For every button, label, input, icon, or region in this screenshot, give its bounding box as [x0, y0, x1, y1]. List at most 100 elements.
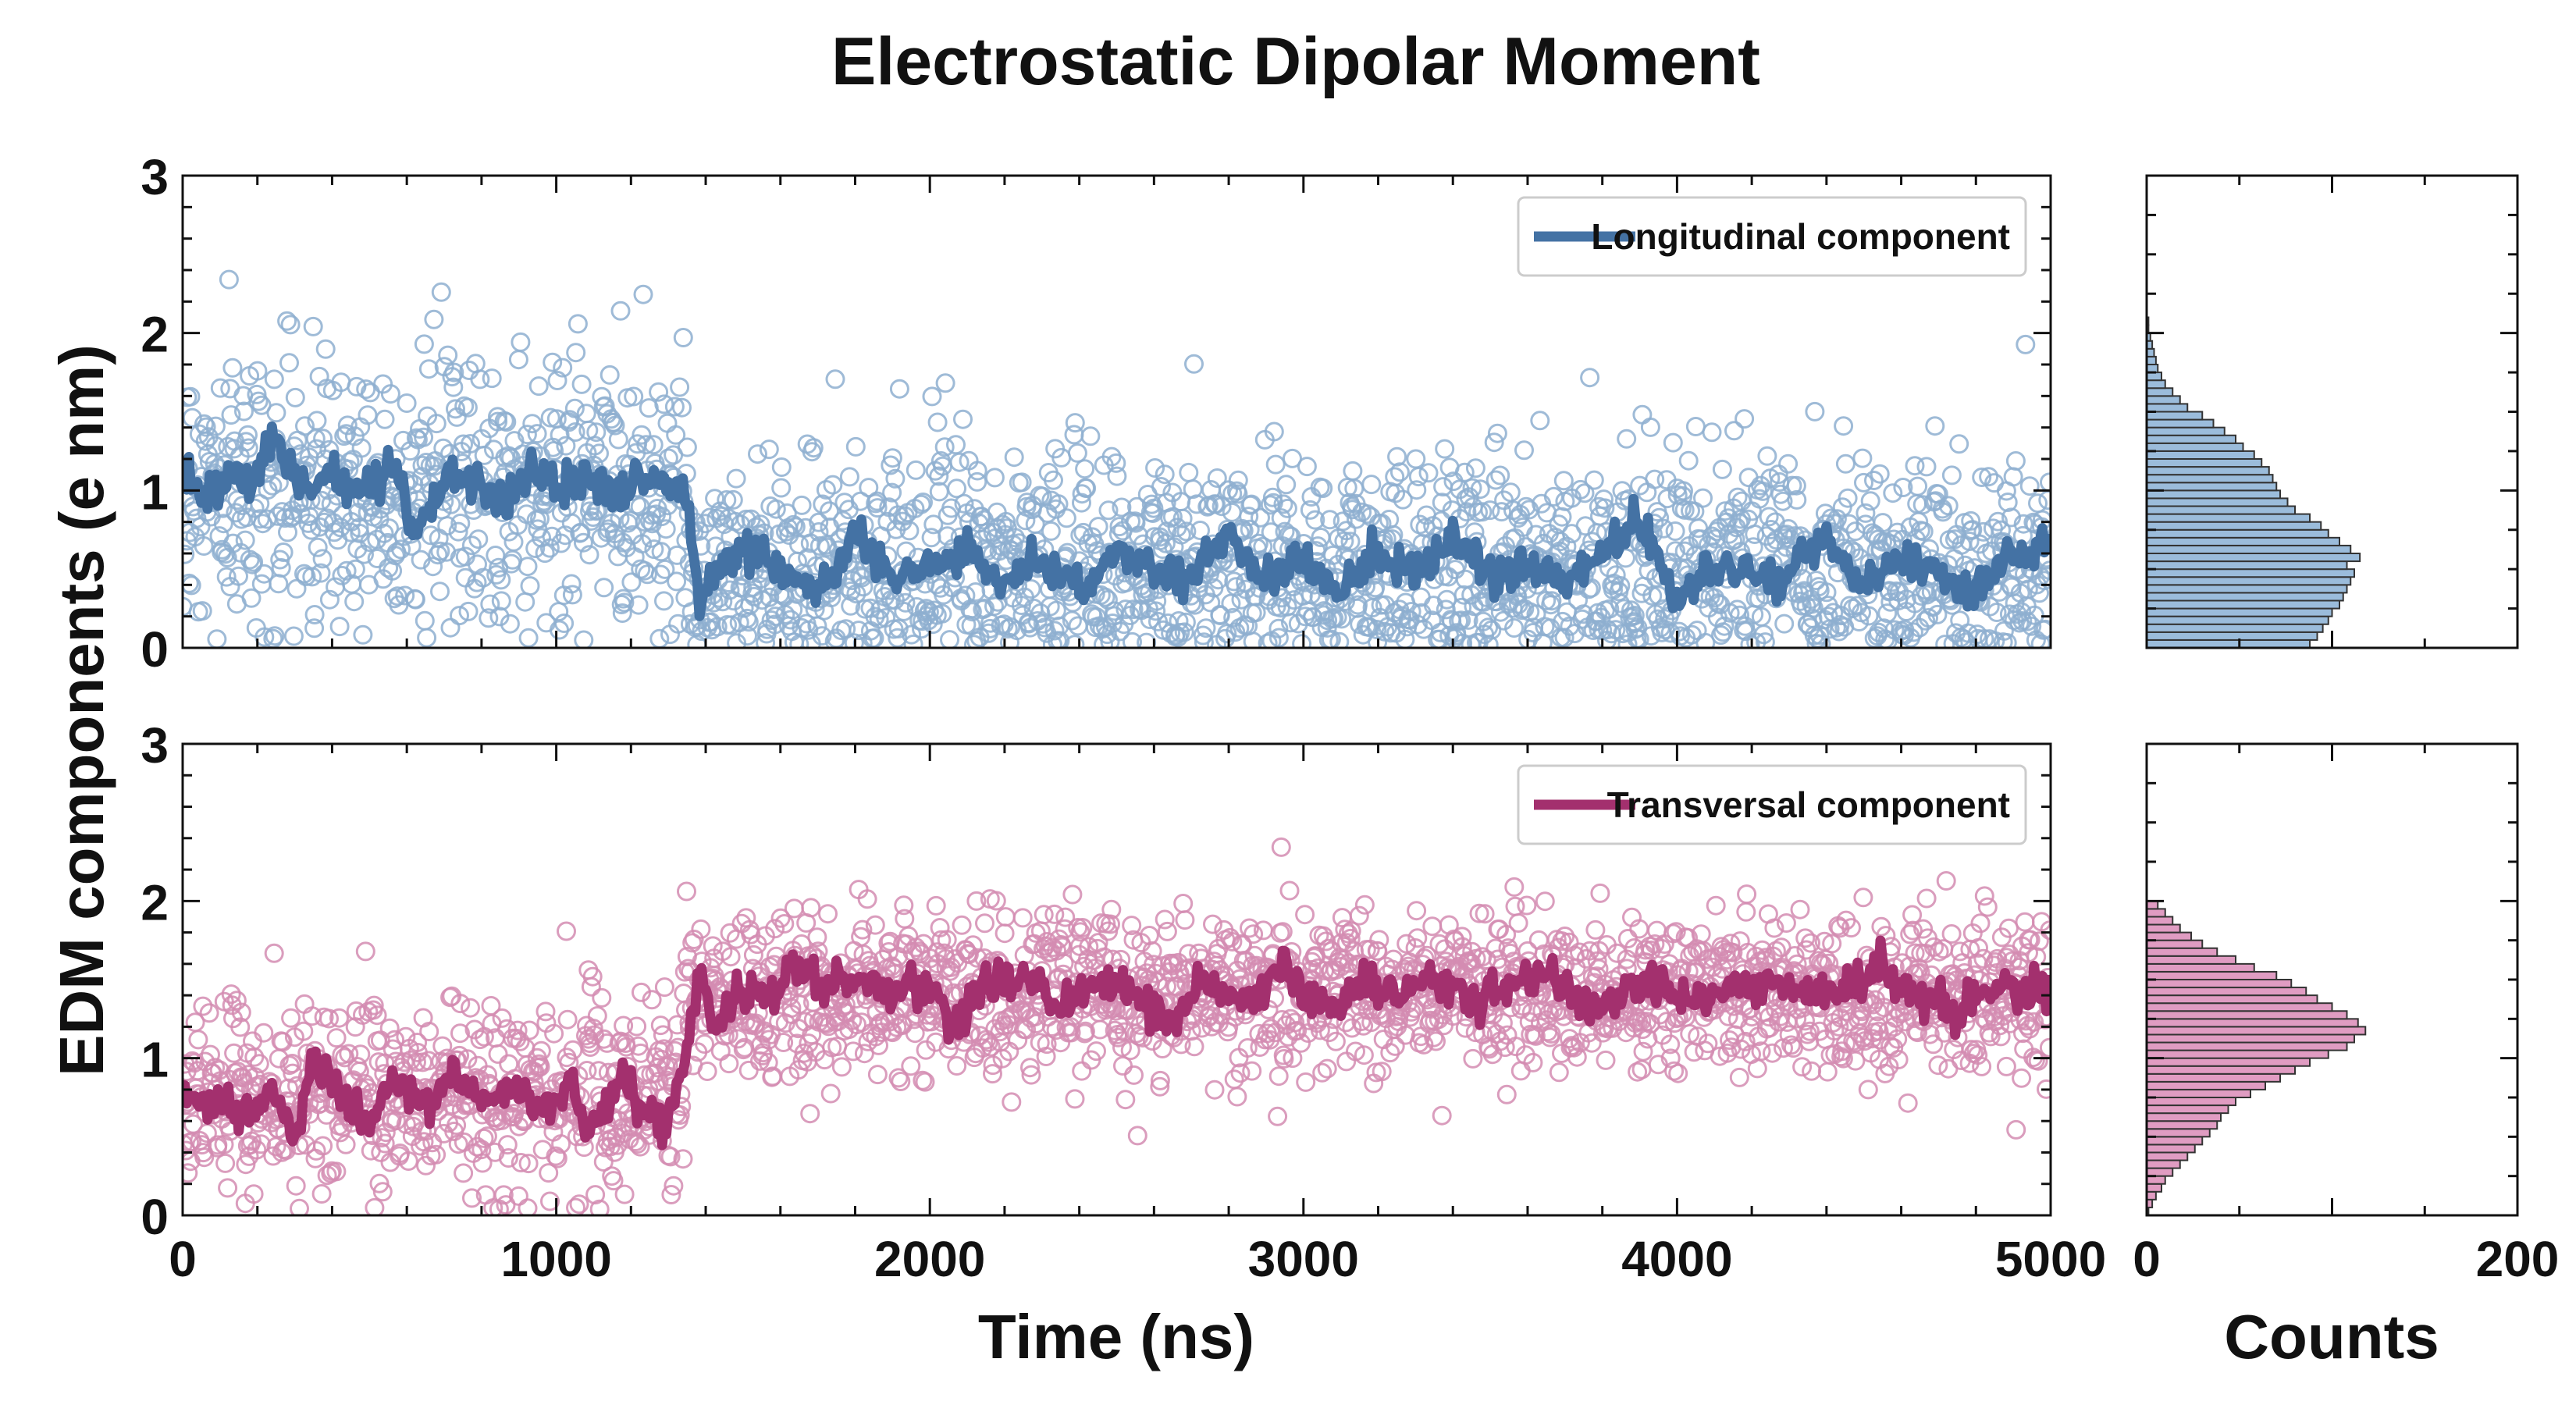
scatter-point: [244, 498, 265, 518]
scatter-point: [244, 552, 264, 572]
scatter-point: [667, 571, 687, 592]
scatter-point: [1208, 570, 1229, 590]
histogram-bar: [2146, 592, 2344, 602]
scatter-point: [1977, 897, 1998, 917]
scatter-point: [736, 908, 756, 928]
scatter-point: [332, 1045, 352, 1065]
scatter-point: [632, 425, 652, 445]
scatter-point: [248, 391, 269, 411]
scatter-point: [1049, 616, 1069, 636]
plot-frame: [181, 174, 2052, 649]
scatter-point: [1115, 1090, 1136, 1110]
scatter-point: [750, 514, 770, 535]
scatter-point: [726, 468, 746, 489]
scatter-point: [1144, 498, 1164, 518]
scatter-point: [307, 411, 327, 431]
scatter-point: [351, 438, 372, 458]
scatter-point: [344, 592, 365, 612]
scatter-point: [1759, 507, 1779, 527]
scatter-point: [1273, 494, 1293, 514]
scatter-point: [995, 907, 1016, 927]
histogram-bar: [2146, 1010, 2348, 1020]
scatter-point: [589, 1199, 610, 1215]
scatter-point: [1590, 883, 1610, 903]
histogram-bar: [2146, 544, 2352, 555]
scatter-point: [424, 309, 444, 329]
scatter-point: [1062, 884, 1083, 905]
histogram-bar: [2146, 505, 2296, 515]
scatter-point: [1516, 496, 1536, 517]
scatter-point: [562, 585, 582, 605]
y-tick-label: 2: [141, 307, 169, 363]
scatter-point: [282, 1054, 302, 1073]
histogram-bar: [2146, 521, 2322, 531]
scatter-point: [1041, 521, 1061, 541]
scatter-point: [443, 377, 464, 397]
scatter-point: [571, 522, 591, 542]
scatter-point: [510, 1031, 530, 1051]
scatter-point: [792, 934, 812, 954]
scatter-point: [319, 1008, 339, 1029]
scatter-point: [2013, 514, 2033, 534]
scatter-point: [592, 987, 612, 1008]
scatter-point: [251, 1134, 271, 1154]
scatter-point: [437, 516, 457, 536]
scatter-point: [986, 891, 1006, 911]
scatter-point: [1340, 532, 1361, 552]
scatter-point: [1065, 413, 1085, 433]
scatter-point: [365, 1197, 385, 1215]
scatter-point: [748, 444, 767, 464]
scatter-point: [1753, 624, 1774, 645]
scatter-point: [224, 1043, 244, 1063]
scatter-point: [372, 1182, 393, 1202]
histogram-bar: [2146, 1033, 2355, 1044]
scatter-point: [1856, 503, 1876, 523]
scatter-point: [329, 1008, 349, 1028]
scatter-point: [416, 1155, 436, 1176]
scatter-point: [218, 1178, 238, 1198]
scatter-point: [1012, 472, 1032, 493]
scatter-point: [479, 608, 499, 628]
scatter-point: [935, 373, 955, 393]
scatter-point: [474, 445, 494, 465]
histogram-bar: [2146, 900, 2159, 910]
scatter-point: [719, 1054, 739, 1074]
scatter-point: [720, 923, 740, 943]
scatter-point: [1854, 472, 1873, 493]
scatter-point: [230, 1017, 251, 1037]
scatter-point: [263, 1146, 283, 1166]
scatter-point: [984, 596, 1004, 617]
scatter-point: [492, 1008, 512, 1028]
scatter-point: [249, 1054, 269, 1074]
scatter-point: [226, 991, 247, 1011]
scatter-point: [1478, 635, 1499, 648]
histogram-bar: [2146, 607, 2333, 617]
scatter-point: [478, 1065, 497, 1085]
scatter-point: [1321, 629, 1341, 648]
scatter-point: [1852, 448, 1873, 468]
scatter-point: [525, 539, 546, 558]
scatter-point: [1088, 517, 1108, 537]
scatter-point: [1519, 500, 1539, 520]
scatter-point: [906, 460, 926, 480]
scatter-point: [238, 425, 258, 445]
scatter-point: [1100, 631, 1120, 648]
scatter-point: [518, 557, 538, 577]
scatter-point: [657, 413, 678, 433]
scatter-point: [1893, 478, 1913, 497]
scatter-point: [493, 1185, 514, 1205]
scatter-point: [336, 1134, 356, 1154]
scatter-point: [1666, 541, 1685, 561]
scatter-point: [340, 452, 360, 472]
histogram-bar: [2146, 458, 2263, 468]
scatter-point: [1594, 489, 1614, 510]
scatter-point: [285, 387, 305, 407]
scatter-point: [539, 538, 560, 558]
scatter-point: [355, 941, 375, 962]
scatter-point: [1002, 1092, 1022, 1112]
scatter-point: [992, 1048, 1012, 1069]
scatter-point: [350, 1044, 371, 1065]
x-tick-label: 4000: [1621, 1231, 1732, 1287]
scatter-point: [774, 1033, 794, 1052]
